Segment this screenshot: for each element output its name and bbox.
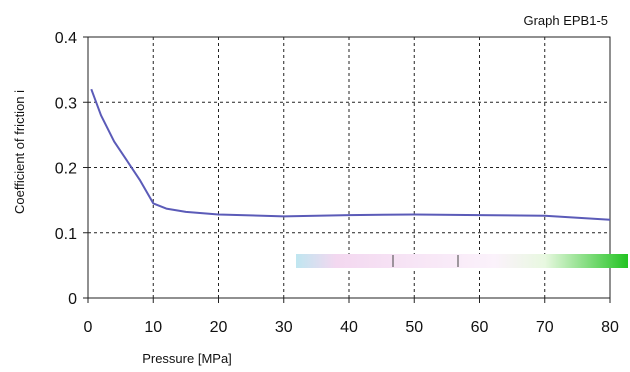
decorative-gradient-strip bbox=[296, 254, 628, 268]
y-tick-label: 0.1 bbox=[55, 226, 77, 243]
x-tick-label: 30 bbox=[275, 319, 293, 336]
x-tick-label: 0 bbox=[84, 319, 93, 336]
series-line bbox=[90, 88, 611, 221]
y-axis-label: Coefficient of friction i bbox=[12, 90, 27, 214]
x-tick-label: 60 bbox=[471, 319, 489, 336]
x-tick-label: 40 bbox=[340, 319, 358, 336]
plot-frame bbox=[87, 36, 611, 299]
series-group bbox=[90, 88, 611, 221]
x-tick-label: 70 bbox=[536, 319, 554, 336]
y-tick-label: 0.4 bbox=[55, 30, 77, 47]
y-tick-labels: 0 0.1 0.2 0.3 0.4 bbox=[55, 30, 77, 308]
y-tick-label: 0.3 bbox=[55, 95, 77, 112]
axes bbox=[83, 36, 611, 303]
y-tick-label: 0.2 bbox=[55, 161, 77, 178]
x-tick-label: 80 bbox=[601, 319, 619, 336]
x-axis-label: Pressure [MPa] bbox=[142, 351, 232, 366]
x-tick-label: 20 bbox=[210, 319, 228, 336]
x-tick-label: 10 bbox=[144, 319, 162, 336]
chart-title: Graph EPB1-5 bbox=[523, 13, 608, 28]
x-tick-label: 50 bbox=[405, 319, 423, 336]
y-tick-label: 0 bbox=[68, 291, 77, 308]
x-tick-labels: 0 10 20 30 40 50 60 70 80 bbox=[84, 319, 619, 336]
